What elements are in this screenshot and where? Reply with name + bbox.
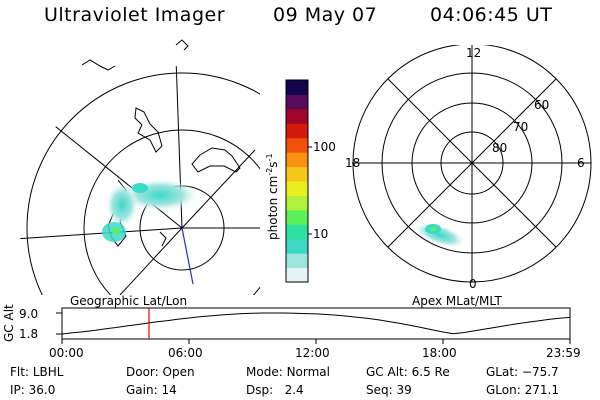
colorbar-swatch [286,166,308,182]
polar-plot [352,45,592,283]
mlat-label-70: 70 [513,120,529,134]
colorbar-tick-10: 10 [313,227,329,241]
status-gain: Gain: 14 [126,383,177,397]
colorbar-swatch [286,209,308,225]
satellite-track [181,227,194,285]
status-glat: GLat: −75.7 [486,365,559,379]
apex-caption: Apex MLat/MLT [412,294,502,308]
ytick-1.8: 1.8 [19,327,39,341]
xtick-0: 00:00 [49,346,84,360]
colorbar-swatch [286,108,308,124]
instrument-title: Ultraviolet Imager [44,4,226,26]
colorbar-swatch [286,267,308,283]
ytick-9: 9.0 [19,307,39,321]
xtick-4: 23:59 [546,346,581,360]
status-mode: Mode: Normal [246,365,330,379]
date-label: 09 May 07 [273,4,378,26]
geographic-map [20,39,260,295]
mlat-label-80: 80 [492,141,508,155]
coastline [134,107,163,153]
lat-circle [83,129,260,295]
aurora-blob [106,183,138,227]
mlat-label-60: 60 [534,98,550,112]
status-dsp: Dsp: 2.4 [246,383,304,397]
lon-line [20,227,183,241]
aurora-blob [430,227,436,231]
status-door: Door: Open [126,365,195,379]
lon-line [181,149,256,229]
mlt-line [387,78,557,248]
colorbar-swatch [286,195,308,211]
colorbar-swatch [286,238,308,254]
colorbar-tick-100: 100 [313,140,336,154]
color-bar [285,79,312,283]
xtick-1: 06:00 [168,346,203,360]
aurora-blob [112,228,120,234]
coastline [175,39,189,51]
colorbar-label: photon cm-2s-1 [265,153,280,240]
mlt-label-18: 18 [345,156,361,170]
mlt-label-12: 12 [466,46,482,60]
aurora-blob [132,183,148,193]
lon-line [119,227,183,295]
status-seq: Seq: 39 [366,383,412,397]
altitude-chart [56,307,571,344]
status-gc-alt: GC Alt: 6.5 Re [366,365,450,379]
geographic-caption: Geographic Lat/Lon [70,294,188,308]
colorbar-swatch [286,181,308,196]
mlt-label-0: 0 [469,277,477,291]
colorbar-swatch [286,123,308,139]
colorbar-swatch [286,80,308,95]
coastline [81,59,116,71]
lat-circle [26,72,260,295]
status-ip: IP: 36.0 [10,383,56,397]
time-label: 04:06:45 UT [430,4,553,26]
colorbar-swatch [286,253,308,269]
xtick-2: 12:00 [295,346,330,360]
status-glon: GLon: 271.1 [486,383,559,397]
colorbar-swatch [286,137,308,153]
altitude-series-line [61,312,570,335]
coastline [159,231,167,247]
colorbar-swatch [286,94,308,110]
colorbar-swatch [286,224,308,240]
coastline [191,147,241,173]
mlt-label-6: 6 [577,156,585,170]
xtick-3: 18:00 [422,346,457,360]
colorbar-swatch [286,152,308,168]
status-flt: Flt: LBHL [10,365,64,379]
